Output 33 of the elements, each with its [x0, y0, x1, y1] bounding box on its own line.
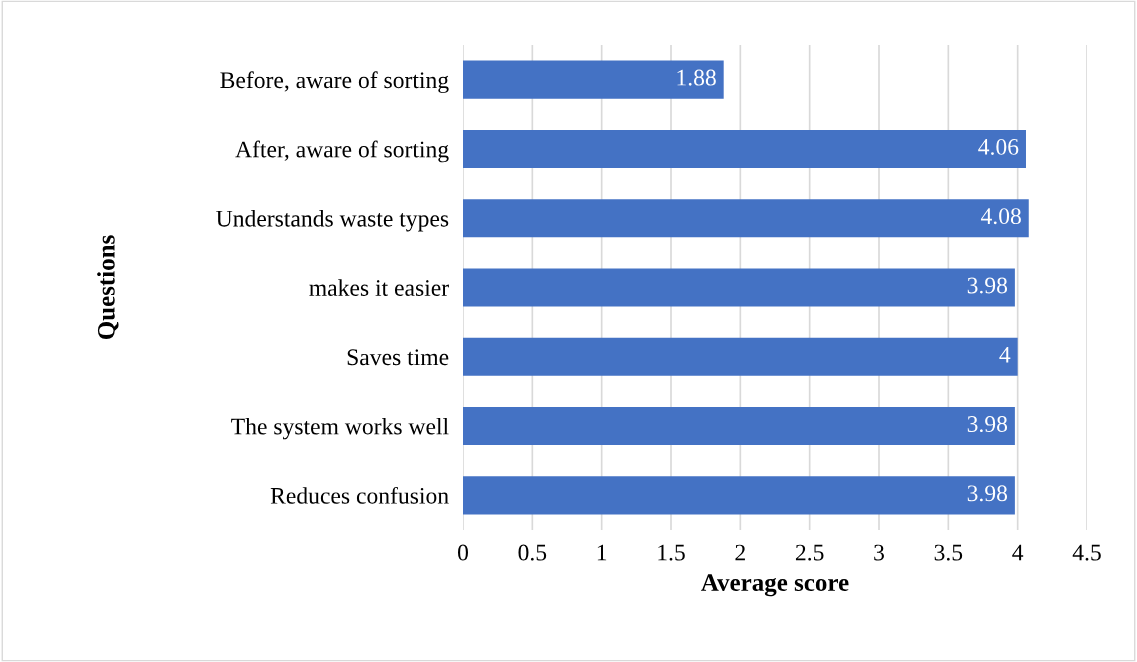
- x-tick-label: 3.5: [934, 544, 963, 561]
- bar: [463, 476, 1015, 515]
- bar: [463, 199, 1029, 238]
- bar: [463, 129, 1026, 168]
- y-tick-label: The system works well: [231, 417, 449, 440]
- y-tick-label: Before, aware of sorting: [220, 71, 449, 94]
- data-label: 4.08: [980, 208, 1021, 225]
- x-tick-label: 1: [597, 544, 607, 561]
- data-label: 3.98: [967, 485, 1008, 502]
- bar: [463, 268, 1015, 307]
- y-tick-label: Reduces confusion: [270, 486, 449, 504]
- x-tick-label: 0.5: [518, 544, 547, 561]
- y-tick-label: Understands waste types: [216, 210, 449, 232]
- bar: [463, 337, 1018, 376]
- y-axis-title: Questions: [97, 235, 119, 340]
- x-tick-label: 3: [874, 544, 884, 561]
- data-label: 1.88: [677, 69, 716, 86]
- bar: [463, 407, 1015, 446]
- x-tick-label: 4: [1012, 544, 1024, 561]
- x-tick-label: 0: [458, 544, 468, 561]
- data-label: 3.98: [967, 416, 1008, 433]
- data-label: 3.98: [967, 277, 1008, 294]
- x-axis-title: Average score: [701, 574, 849, 597]
- bar: [463, 60, 724, 99]
- y-tick-label: After, aware of sorting: [235, 140, 449, 163]
- data-label: 4: [999, 346, 1011, 363]
- x-tick-label: 2.5: [795, 544, 824, 561]
- y-tick-label: Saves time: [347, 349, 449, 366]
- data-label: 4.06: [978, 138, 1019, 155]
- y-tick-label: makes it easier: [309, 279, 449, 296]
- x-tick-label: 4.5: [1072, 544, 1101, 561]
- x-tick-label: 1.5: [658, 544, 685, 561]
- x-tick-label: 2: [735, 544, 745, 561]
